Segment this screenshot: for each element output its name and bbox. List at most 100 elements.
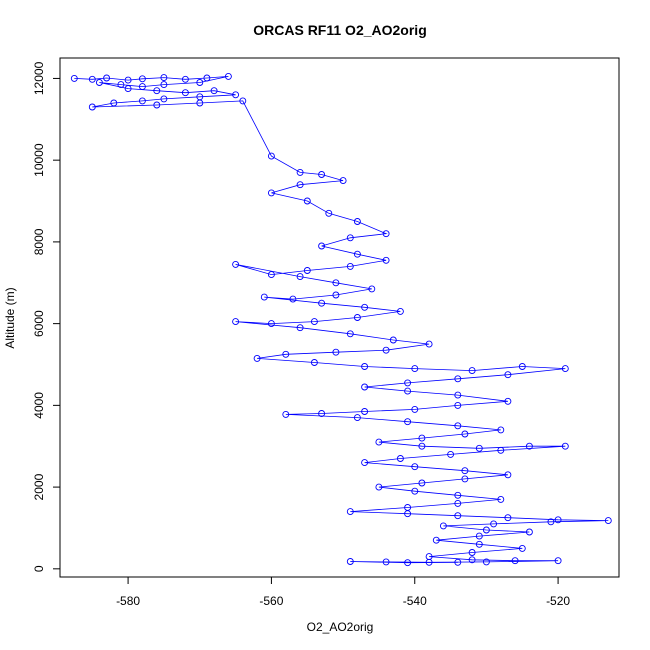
data-point bbox=[468, 556, 476, 564]
data-point bbox=[332, 348, 340, 356]
data-point bbox=[117, 81, 125, 89]
data-point bbox=[339, 177, 347, 185]
data-point bbox=[518, 363, 526, 370]
data-point bbox=[289, 295, 297, 303]
data-point bbox=[418, 434, 426, 442]
data-point bbox=[368, 285, 376, 293]
data-point bbox=[475, 532, 483, 540]
data-point bbox=[88, 103, 96, 111]
data-point bbox=[160, 95, 168, 103]
data-point bbox=[181, 89, 189, 97]
data-point bbox=[318, 242, 326, 250]
data-point bbox=[482, 558, 490, 566]
data-point bbox=[461, 467, 469, 475]
data-point bbox=[504, 471, 512, 479]
data-point bbox=[346, 262, 354, 270]
data-point bbox=[196, 79, 204, 86]
data-point bbox=[303, 197, 311, 205]
data-point bbox=[468, 549, 476, 556]
data-point bbox=[475, 444, 483, 452]
data-point bbox=[353, 414, 361, 422]
data-point bbox=[153, 101, 161, 109]
y-axis: 0 2000 4000 6000 8000 10000 12000 bbox=[32, 61, 61, 572]
data-point bbox=[475, 540, 483, 548]
data-point bbox=[103, 74, 111, 82]
data-point bbox=[454, 401, 462, 409]
series-line bbox=[74, 76, 609, 564]
data-point bbox=[389, 336, 397, 344]
data-point bbox=[196, 99, 204, 107]
data-point bbox=[454, 391, 462, 399]
data-point bbox=[418, 479, 426, 487]
data-point bbox=[361, 459, 369, 467]
data-point bbox=[296, 181, 304, 189]
data-point bbox=[454, 512, 462, 520]
x-axis-label: O2_AO2orig bbox=[307, 620, 374, 634]
data-point bbox=[554, 516, 562, 524]
data-point bbox=[411, 487, 419, 495]
data-point bbox=[203, 74, 211, 82]
x-axis: -580 -560 -540 -520 bbox=[116, 576, 570, 608]
plot-frame bbox=[59, 57, 620, 578]
data-point bbox=[404, 379, 412, 387]
x-tick-label: -520 bbox=[546, 594, 570, 608]
data-point bbox=[253, 354, 261, 362]
data-point bbox=[210, 87, 218, 95]
data-point bbox=[454, 491, 462, 499]
data-point bbox=[153, 87, 161, 95]
data-point bbox=[361, 408, 369, 415]
data-point bbox=[267, 189, 275, 197]
data-point bbox=[267, 320, 275, 328]
data-point bbox=[604, 517, 612, 525]
data-point bbox=[404, 510, 412, 518]
data-point bbox=[124, 76, 132, 84]
data-point bbox=[511, 557, 519, 565]
data-point bbox=[396, 455, 404, 462]
data-point bbox=[375, 483, 383, 491]
y-tick-label: 2000 bbox=[32, 473, 46, 500]
data-point bbox=[382, 256, 390, 264]
data-point bbox=[461, 475, 469, 483]
data-point bbox=[160, 81, 168, 89]
data-point bbox=[138, 83, 146, 91]
data-point bbox=[346, 508, 354, 516]
data-point bbox=[310, 359, 318, 366]
data-point bbox=[296, 324, 304, 332]
data-point bbox=[361, 303, 369, 311]
data-point bbox=[325, 209, 333, 217]
data-point bbox=[497, 446, 505, 454]
data-point bbox=[318, 171, 326, 178]
data-point bbox=[490, 520, 498, 528]
data-point bbox=[454, 499, 462, 507]
data-point bbox=[138, 75, 146, 83]
data-point bbox=[303, 267, 311, 274]
data-point bbox=[296, 168, 304, 176]
data-point bbox=[504, 397, 512, 405]
data-point bbox=[561, 442, 569, 450]
x-tick-label: -560 bbox=[259, 594, 283, 608]
data-point bbox=[346, 330, 354, 338]
data-point bbox=[282, 350, 290, 358]
data-point bbox=[454, 558, 462, 566]
data-point bbox=[411, 365, 419, 373]
y-tick-label: 10000 bbox=[32, 143, 46, 177]
data-point bbox=[318, 410, 326, 417]
data-point bbox=[382, 558, 390, 566]
data-point bbox=[353, 218, 361, 225]
data-point bbox=[547, 518, 555, 526]
data-point bbox=[411, 405, 419, 413]
y-tick-label: 4000 bbox=[32, 392, 46, 419]
data-point bbox=[375, 438, 383, 446]
data-point bbox=[482, 526, 490, 534]
data-point bbox=[454, 375, 462, 383]
data-point bbox=[138, 97, 146, 105]
data-point bbox=[382, 230, 390, 238]
data-point bbox=[181, 75, 189, 83]
data-point bbox=[411, 463, 419, 471]
data-point bbox=[95, 79, 103, 86]
data-point bbox=[282, 410, 290, 418]
y-axis-label: Altitude (m) bbox=[3, 287, 17, 348]
y-tick-label: 12000 bbox=[32, 61, 46, 95]
data-point bbox=[160, 74, 168, 82]
